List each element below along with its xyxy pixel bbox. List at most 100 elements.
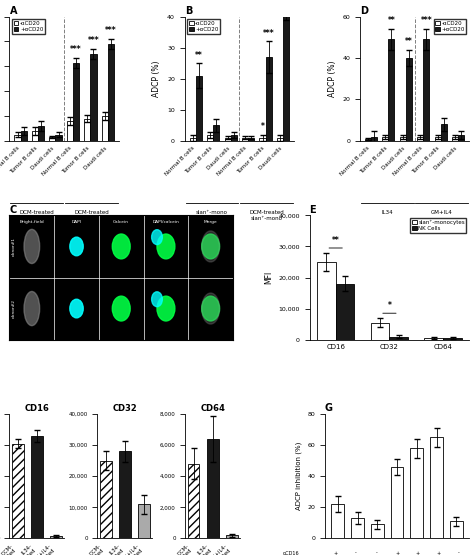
- Text: -: -: [375, 551, 377, 555]
- Bar: [38, 126, 44, 141]
- Bar: [430, 437, 443, 538]
- Text: **: **: [195, 51, 203, 59]
- Bar: [190, 138, 196, 141]
- Circle shape: [70, 299, 83, 318]
- Bar: [382, 137, 388, 141]
- Text: **: **: [388, 16, 395, 26]
- Text: IL34
-treated: IL34 -treated: [376, 210, 398, 221]
- Text: Bright-field: Bright-field: [19, 220, 44, 224]
- Bar: [100, 461, 111, 538]
- Text: *: *: [388, 301, 392, 310]
- Text: G: G: [325, 403, 333, 413]
- Bar: [259, 138, 265, 141]
- Text: GM+IL4
-treated: GM+IL4 -treated: [431, 210, 453, 221]
- Text: +: +: [395, 551, 399, 555]
- Text: D: D: [360, 6, 368, 16]
- Text: +: +: [416, 551, 420, 555]
- Circle shape: [112, 234, 130, 259]
- Bar: [371, 524, 384, 538]
- Text: +: +: [436, 551, 440, 555]
- Circle shape: [202, 296, 219, 321]
- Text: DCM-treated
slan⁺-mono: DCM-treated slan⁺-mono: [249, 210, 284, 221]
- Bar: [55, 135, 62, 141]
- Text: B: B: [185, 6, 192, 16]
- Bar: [452, 137, 458, 141]
- Ellipse shape: [202, 293, 219, 324]
- Text: Calcein: Calcein: [113, 220, 129, 224]
- Text: slan⁺-monocytes: slan⁺-monocytes: [391, 230, 438, 235]
- Y-axis label: ADCP (%): ADCP (%): [153, 60, 162, 97]
- Circle shape: [202, 234, 219, 259]
- Bar: [458, 135, 465, 141]
- Bar: [91, 54, 97, 141]
- Bar: [424, 338, 443, 340]
- Bar: [207, 135, 213, 141]
- Ellipse shape: [24, 229, 40, 264]
- Bar: [277, 138, 283, 141]
- Circle shape: [152, 292, 163, 307]
- Bar: [32, 131, 38, 141]
- Circle shape: [152, 230, 163, 245]
- Bar: [336, 284, 355, 340]
- Bar: [400, 137, 406, 141]
- Text: αCD16: αCD16: [283, 551, 299, 555]
- Bar: [371, 137, 377, 141]
- Circle shape: [157, 234, 175, 259]
- Text: C: C: [9, 205, 17, 215]
- Text: Merge: Merge: [204, 220, 218, 224]
- Text: DCM-treated
NK cells: DCM-treated NK cells: [74, 210, 109, 221]
- Title: CD16: CD16: [25, 405, 49, 413]
- Y-axis label: ADCP inhibition (%): ADCP inhibition (%): [295, 442, 302, 511]
- Bar: [265, 57, 272, 141]
- Bar: [388, 39, 394, 141]
- Text: ***: ***: [88, 36, 99, 45]
- Text: -: -: [458, 551, 460, 555]
- Text: -: -: [355, 551, 357, 555]
- Bar: [84, 119, 91, 141]
- Bar: [441, 124, 447, 141]
- Legend: -αCD20, +αCD20: -αCD20, +αCD20: [12, 19, 45, 34]
- Text: **: **: [405, 37, 413, 46]
- Legend: -αCD20, +αCD20: -αCD20, +αCD20: [187, 19, 220, 34]
- Bar: [231, 135, 237, 141]
- Bar: [188, 464, 200, 538]
- Text: ***: ***: [420, 16, 432, 26]
- Text: DCM-treated
slan⁺-mono: DCM-treated slan⁺-mono: [19, 210, 54, 221]
- Text: donor#1: donor#1: [12, 237, 16, 256]
- Ellipse shape: [202, 231, 219, 262]
- Text: *: *: [261, 122, 264, 131]
- Text: ***: ***: [263, 29, 274, 38]
- Text: **: **: [332, 236, 339, 245]
- Bar: [410, 448, 423, 538]
- Circle shape: [112, 296, 130, 321]
- Bar: [207, 439, 219, 538]
- Bar: [227, 535, 238, 538]
- Y-axis label: MFI: MFI: [264, 271, 273, 284]
- Bar: [119, 451, 131, 538]
- Bar: [406, 58, 412, 141]
- Circle shape: [157, 296, 175, 321]
- Bar: [196, 75, 202, 141]
- Bar: [67, 121, 73, 141]
- Bar: [20, 131, 27, 141]
- Bar: [331, 504, 344, 538]
- Title: CD32: CD32: [113, 405, 137, 413]
- Legend: slan⁺-monocytes, NK Cells: slan⁺-monocytes, NK Cells: [410, 218, 466, 233]
- Bar: [423, 39, 429, 141]
- Bar: [283, 1, 289, 141]
- Bar: [12, 443, 24, 538]
- Bar: [108, 44, 114, 141]
- Bar: [351, 518, 364, 538]
- Legend: -αCD20, +αCD20: -αCD20, +αCD20: [434, 19, 466, 34]
- Title: CD64: CD64: [201, 405, 226, 413]
- Bar: [371, 322, 390, 340]
- Bar: [138, 504, 150, 538]
- Bar: [435, 137, 441, 141]
- Text: ***: ***: [70, 45, 82, 54]
- Bar: [390, 336, 408, 340]
- Ellipse shape: [24, 291, 40, 326]
- Bar: [242, 138, 248, 141]
- Text: donor#2: donor#2: [12, 299, 16, 318]
- Bar: [50, 536, 62, 538]
- Bar: [14, 135, 20, 141]
